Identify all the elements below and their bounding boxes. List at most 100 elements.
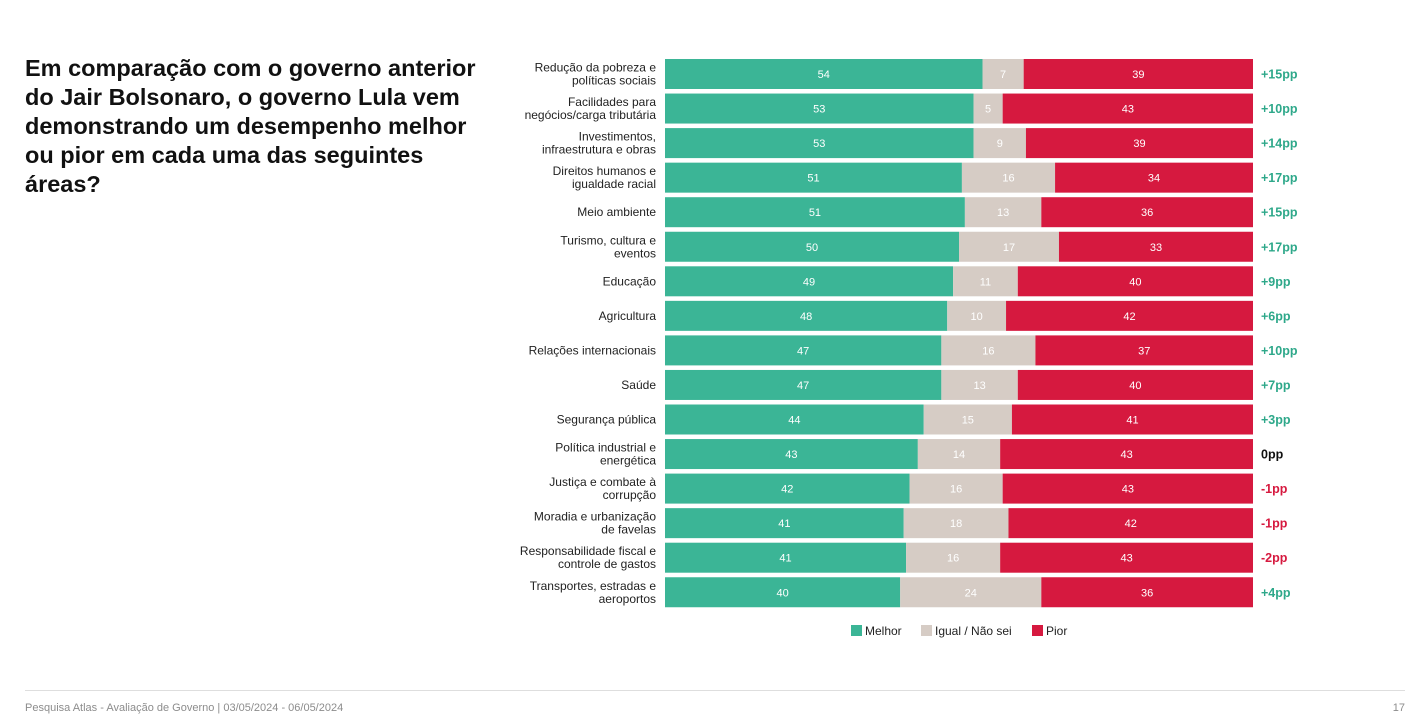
- data-label-igual: 18: [950, 518, 962, 530]
- bar-segment-igual: [959, 231, 1059, 262]
- bar-segment-pior: [1002, 93, 1253, 124]
- difference-label: +17pp: [1261, 240, 1298, 254]
- bar-segment-igual: [973, 128, 1026, 159]
- bar-segment-melhor: [665, 300, 948, 331]
- bar-segment-melhor: [665, 162, 962, 193]
- bar-segment-melhor: [665, 266, 954, 297]
- bar-row: Saúde 47 13 40 +7pp: [621, 369, 1291, 400]
- data-label-pior: 41: [1126, 415, 1138, 427]
- category-label: Responsabilidade fiscal e controle de gas…: [520, 544, 656, 571]
- category-label-line: eventos: [614, 246, 656, 260]
- category-label-line: energética: [600, 454, 656, 468]
- difference-label: +10pp: [1261, 344, 1298, 358]
- bar-row: Política industrial e energética 43 14 43 0pp: [555, 439, 1284, 470]
- difference-label: +14pp: [1261, 137, 1298, 151]
- data-label-melhor: 48: [800, 311, 812, 323]
- category-label-line: igualdade racial: [572, 177, 656, 191]
- data-label-igual: 16: [1002, 173, 1014, 185]
- bar-segment-igual: [900, 577, 1042, 608]
- difference-label: +17pp: [1261, 171, 1298, 185]
- category-label-line: Transportes, estradas e: [530, 579, 657, 593]
- footer-divider: [25, 690, 1405, 691]
- category-label-line: Moradia e urbanização: [534, 510, 656, 524]
- bar-segment-pior: [1041, 577, 1253, 608]
- category-label: Investimentos, infraestrutura e obras: [542, 130, 656, 157]
- bar-segment-pior: [1017, 266, 1253, 297]
- page-title: Em comparação com o governo anterior do …: [25, 55, 476, 197]
- bar-segment-pior: [1055, 162, 1253, 193]
- data-label-melhor: 54: [818, 69, 830, 81]
- bar-segment-melhor: [665, 128, 974, 159]
- bar-segment-igual: [964, 197, 1042, 228]
- data-label-igual: 9: [997, 138, 1003, 150]
- data-label-igual: 13: [973, 380, 985, 392]
- bar-row: Investimentos, infraestrutura e obras 53 9 3…: [542, 128, 1298, 159]
- data-label-pior: 37: [1138, 345, 1150, 357]
- bar-segment-pior: [1025, 128, 1253, 159]
- bar-segment-melhor: [665, 197, 965, 228]
- data-label-melhor: 51: [809, 207, 821, 219]
- category-label: Redução da pobreza e políticas sociais: [535, 61, 657, 88]
- difference-label: +4pp: [1261, 586, 1291, 600]
- category-label: Segurança pública: [557, 413, 657, 427]
- bar-segment-igual: [973, 93, 1003, 124]
- bar-segment-pior: [1017, 369, 1253, 400]
- difference-label: -2pp: [1261, 551, 1288, 565]
- data-label-melhor: 41: [779, 553, 791, 565]
- bar-segment-igual: [953, 266, 1018, 297]
- bar-row: Segurança pública 44 15 41 +3pp: [557, 404, 1291, 435]
- bar-segment-melhor: [665, 369, 942, 400]
- difference-label: +15pp: [1261, 206, 1298, 220]
- category-label: Agricultura: [599, 309, 657, 323]
- bar-segment-pior: [1002, 473, 1253, 504]
- data-label-igual: 16: [950, 484, 962, 496]
- data-label-melhor: 47: [797, 380, 809, 392]
- category-label-line: Turismo, cultura e: [560, 233, 656, 247]
- category-label: Facilidades para negócios/carga tributári…: [525, 95, 657, 122]
- data-label-igual: 10: [971, 311, 983, 323]
- data-label-igual: 13: [997, 207, 1009, 219]
- data-label-melhor: 47: [797, 345, 809, 357]
- data-label-igual: 16: [947, 553, 959, 565]
- data-label-igual: 15: [962, 415, 974, 427]
- bar-segment-melhor: [665, 335, 942, 366]
- category-label: Transportes, estradas e aeroportos: [530, 579, 657, 606]
- category-label-line: Agricultura: [599, 309, 657, 323]
- bar-segment-melhor: [665, 473, 910, 504]
- category-label: Direitos humanos e igualdade racial: [553, 164, 657, 191]
- data-label-igual: 7: [1000, 69, 1006, 81]
- category-label-line: de favelas: [601, 523, 656, 537]
- data-label-pior: 43: [1120, 553, 1132, 565]
- category-label-line: infraestrutura e obras: [542, 143, 656, 157]
- bar-segment-igual: [917, 439, 1001, 470]
- category-label-line: corrupção: [603, 488, 657, 502]
- category-label-line: Redução da pobreza e: [535, 61, 657, 75]
- footer-source: Pesquisa Atlas - Avaliação de Governo | …: [25, 702, 344, 714]
- bar-row: Redução da pobreza e políticas sociais 54 7…: [535, 59, 1298, 89]
- category-label-line: Meio ambiente: [577, 205, 656, 219]
- bar-row: Responsabilidade fiscal e controle de gas…: [520, 542, 1288, 573]
- bar-segment-pior: [1000, 439, 1253, 470]
- bar-segment-pior: [1041, 197, 1253, 228]
- legend-label: Pior: [1046, 624, 1067, 638]
- difference-label: -1pp: [1261, 482, 1288, 496]
- category-label: Moradia e urbanização de favelas: [534, 510, 656, 537]
- bar-segment-igual: [947, 300, 1007, 331]
- bar-row: Agricultura 48 10 42 +6pp: [599, 300, 1291, 331]
- data-label-pior: 43: [1120, 449, 1132, 461]
- legend-label: Melhor: [865, 624, 902, 638]
- bar-segment-igual: [903, 508, 1009, 539]
- bar-segment-pior: [1023, 59, 1253, 89]
- category-label: Justiça e combate à corrupção: [549, 475, 656, 502]
- difference-label: 0pp: [1261, 448, 1284, 462]
- bar-segment-melhor: [665, 404, 924, 435]
- bar-segment-igual: [909, 473, 1003, 504]
- page-number: 17: [1392, 702, 1405, 714]
- category-label-line: Direitos humanos e: [553, 164, 657, 178]
- difference-label: +10pp: [1261, 102, 1298, 116]
- category-label-line: Investimentos,: [579, 130, 656, 144]
- category-label-line: Política industrial e: [555, 441, 656, 455]
- data-label-pior: 36: [1141, 587, 1153, 599]
- legend-swatch: [921, 625, 932, 636]
- data-label-igual: 14: [953, 449, 965, 461]
